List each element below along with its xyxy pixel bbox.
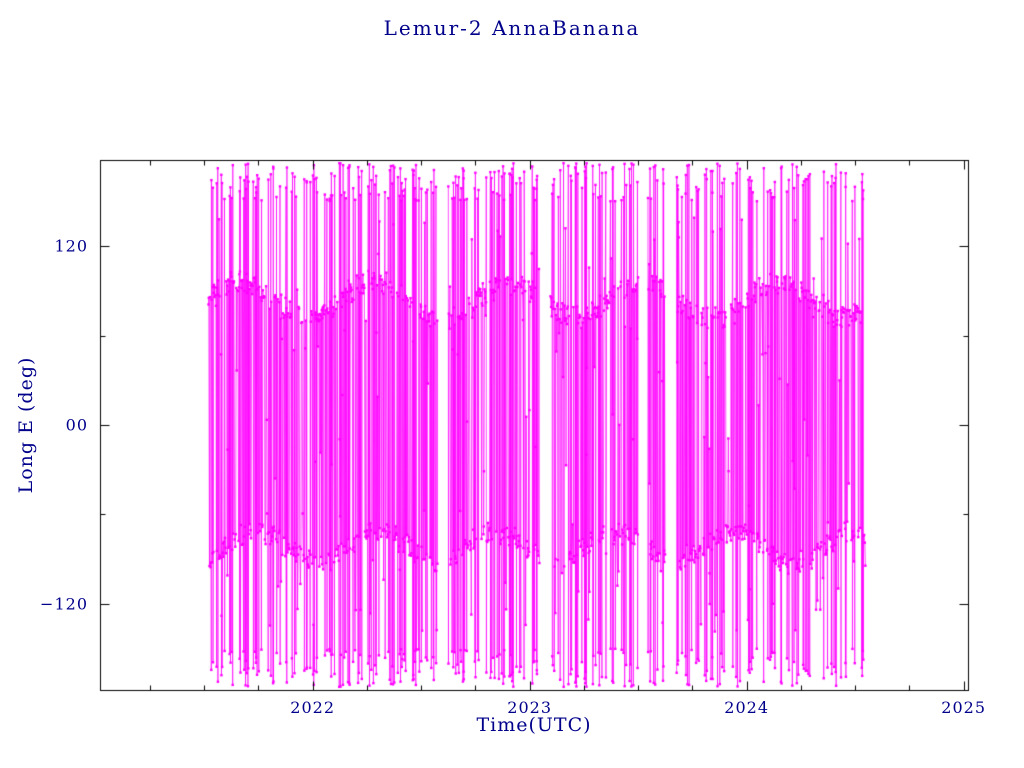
y-axis-label: Long E (deg)	[15, 356, 37, 494]
x-axis-label: Time(UTC)	[476, 714, 592, 736]
y-tick-label: −120	[40, 594, 88, 614]
x-tick-label: 2022	[290, 698, 336, 717]
y-tick-label: 00	[65, 415, 88, 435]
x-tick-label: 2025	[941, 698, 987, 717]
chart-title: Lemur-2 AnnaBanana	[383, 16, 641, 40]
y-tick-label: 120	[54, 236, 88, 256]
x-tick-label: 2024	[724, 698, 770, 717]
x-tick-label: 2023	[507, 698, 553, 717]
